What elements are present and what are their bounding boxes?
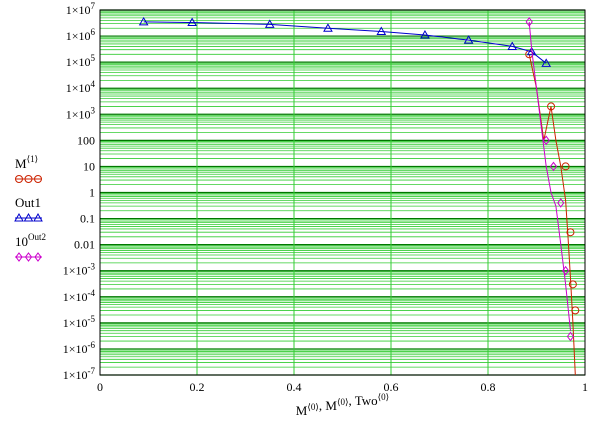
data-point	[376, 26, 387, 35]
series-3	[525, 17, 575, 342]
data-point	[557, 198, 565, 208]
y-tick-label: 1×106	[66, 27, 96, 43]
data-point	[561, 265, 570, 276]
x-tick-label: 1	[582, 380, 588, 394]
y-tick-label: 1×10-4	[63, 288, 96, 304]
legend-label: M⟨1⟩	[15, 154, 38, 171]
data-point	[542, 135, 550, 146]
legend-marker	[34, 252, 42, 262]
data-point	[568, 280, 577, 289]
data-point	[463, 35, 474, 44]
y-tick-label: 1×10-6	[63, 340, 96, 356]
data-point	[566, 331, 575, 342]
legend-marker	[24, 252, 33, 262]
y-tick-label: 1×103	[66, 105, 96, 121]
data-point	[525, 17, 533, 27]
data-point	[549, 161, 558, 172]
data-point	[547, 102, 556, 111]
series-line	[528, 21, 571, 331]
data-point	[420, 29, 430, 39]
grid	[99, 9, 586, 376]
y-axis-ticks: 1×10-7 1×10-6 1×10-5 1×10-4 1×10-3 0.01 0.1 1 10…	[63, 1, 96, 382]
x-axis-label: M⟨0⟩, M⟨0⟩, Two⟨0⟩	[296, 392, 389, 418]
x-tick-label: 0.4	[287, 380, 302, 394]
y-tick-label: 1	[89, 186, 95, 200]
data-point	[566, 228, 575, 237]
y-tick-label: 1×104	[66, 79, 96, 95]
y-tick-label: 1×10-5	[63, 314, 96, 330]
x-tick-label: 0.2	[190, 380, 205, 394]
y-tick-label: 10	[83, 159, 95, 173]
series-line	[528, 54, 576, 376]
x-tick-label: 0	[97, 380, 103, 394]
legend-marker	[34, 175, 42, 183]
y-tick-label: 1×10-3	[63, 262, 96, 278]
y-tick-label: 0.1	[80, 212, 95, 226]
x-axis-label-text: M⟨0⟩, M⟨0⟩, Two⟨0⟩	[296, 392, 389, 418]
legend-marker	[33, 212, 43, 222]
y-tick-label: 100	[77, 133, 95, 147]
data-point	[187, 17, 198, 27]
legend: M⟨1⟩ Out1 10Out2	[14, 154, 46, 262]
x-tick-label: 0.6	[384, 380, 399, 394]
series-2	[138, 16, 552, 67]
data-point	[526, 46, 537, 56]
y-tick-label: 0.01	[74, 238, 95, 252]
data-point	[323, 23, 333, 32]
series-layer	[138, 16, 580, 376]
data-point	[561, 162, 570, 171]
legend-marker	[15, 175, 23, 183]
y-tick-label: 1×10-7	[63, 366, 96, 382]
legend-marker	[14, 212, 24, 222]
legend-marker	[15, 252, 23, 262]
legend-marker	[23, 212, 34, 222]
legend-label: Out1	[15, 195, 41, 210]
data-point	[507, 41, 518, 50]
x-axis-ticks: 0 0.2 0.4 0.6 0.8 1	[97, 380, 588, 394]
data-point	[571, 306, 580, 315]
y-tick-label: 1×107	[66, 1, 96, 17]
legend-label: 10Out2	[15, 232, 46, 249]
data-point	[264, 19, 275, 28]
data-point	[541, 58, 552, 67]
plot-area-frame	[99, 9, 586, 376]
x-tick-label: 0.8	[481, 380, 496, 394]
series-line	[143, 21, 547, 64]
series-1	[525, 50, 580, 376]
data-point	[138, 16, 149, 26]
legend-marker	[24, 175, 33, 183]
y-tick-label: 1×105	[66, 53, 96, 69]
